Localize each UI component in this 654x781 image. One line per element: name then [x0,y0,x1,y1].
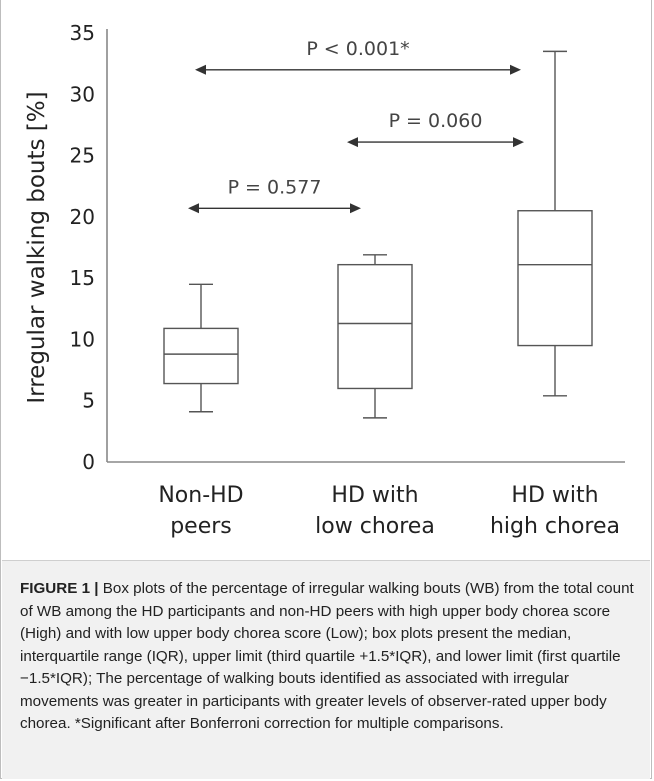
comparison-p-value: P = 0.060 [389,110,483,132]
y-tick-label: 30 [70,82,95,106]
comparison-arrowhead-right [510,64,521,75]
caption-label: FIGURE 1 | [20,580,99,597]
figure-caption: FIGURE 1 | Box plots of the percentage o… [20,578,638,736]
comparison-p-value: P = 0.577 [228,176,322,198]
x-category-label: Non-HD [158,483,243,508]
box-plot-chart: 0 5 10 15 20 25 30 35 Irregular walking bouts [%… [24,21,625,539]
y-tick-label: 25 [70,144,95,168]
x-category-label: high chorea [490,514,620,539]
iqr-box [517,210,593,347]
comparison-arrowhead-left [347,137,358,148]
y-tick-label: 10 [70,327,95,351]
y-tick-label: 0 [82,450,95,474]
y-axis-label: Irregular walking bouts [%] [24,91,50,403]
x-category-label: HD with [511,483,598,508]
y-tick-label: 5 [82,389,95,413]
comparison-arrowhead-right [513,137,524,148]
comparison-arrowhead-left [195,64,206,75]
comparison-arrowhead-left [188,203,199,214]
caption-text: Box plots of the percentage of irregular… [20,580,634,732]
x-category-label: peers [170,514,232,539]
comparison-arrowhead-right [350,203,361,214]
y-tick-label: 20 [70,205,95,229]
caption-background [2,560,650,779]
iqr-box [163,327,239,385]
y-tick-label: 35 [70,21,95,45]
x-category-label: low chorea [315,514,435,539]
y-tick-label: 15 [70,266,95,290]
iqr-box [337,263,413,390]
x-category-label: HD with [331,483,418,508]
comparison-p-value: P < 0.001* [306,38,409,60]
